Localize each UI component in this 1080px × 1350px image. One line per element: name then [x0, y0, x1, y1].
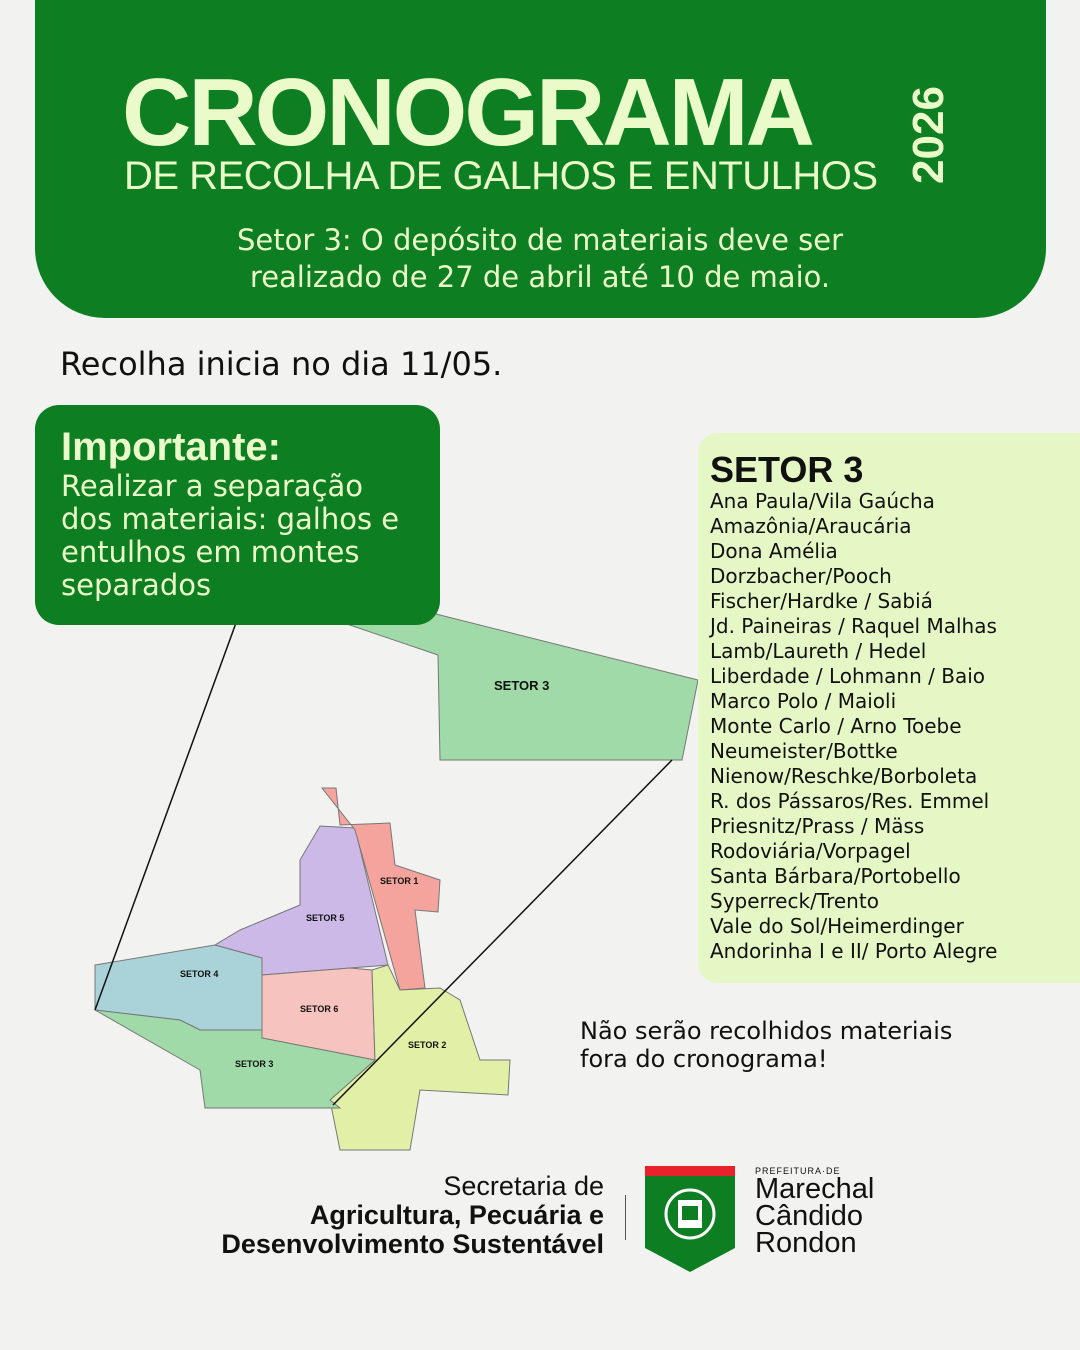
- neighborhood-item: Dorzbacher/Pooch: [710, 564, 892, 588]
- sec-line-1: Secretaria de: [443, 1171, 604, 1201]
- neighborhood-list: Ana Paula/Vila Gaúcha Amazônia/Araucária D…: [710, 489, 1068, 964]
- header-banner: [35, 0, 1046, 318]
- neighborhood-item: Fischer/Hardke / Sabiá: [710, 589, 933, 613]
- sector-panel: SETOR 3 Ana Paula/Vila Gaúcha Amazônia/Ar…: [698, 433, 1080, 983]
- sec-line-2: Agricultura, Pecuária e: [309, 1200, 604, 1230]
- sec-line-3: Desenvolvimento Sustentável: [221, 1229, 604, 1259]
- page-title: CRONOGRAMA: [122, 59, 815, 166]
- neighborhood-item: Neumeister/Bottke: [710, 739, 898, 763]
- map-setor1: [320, 787, 441, 991]
- pref-line-2: Cândido: [755, 1200, 864, 1232]
- neighborhood-item: Syperreck/Trento: [710, 889, 879, 913]
- map-label-setor3: SETOR 3: [235, 1059, 273, 1069]
- neighborhood-item: Jd. Paineiras / Raquel Malhas: [710, 614, 997, 638]
- prefeitura-logo-text: PREFEITURA·DE Marechal Cândido Rondon: [755, 1166, 875, 1259]
- neighborhood-item: Dona Amélia: [710, 539, 838, 563]
- sector-title: SETOR 3: [710, 449, 864, 490]
- neighborhood-item: Nienow/Reschke/Borboleta: [710, 764, 978, 788]
- map-label-setor5: SETOR 5: [306, 913, 344, 923]
- important-title: Importante:: [61, 425, 281, 469]
- start-note: Recolha inicia no dia 11/05.: [60, 345, 503, 383]
- warning-line-1: Não serão recolhidos materiais: [580, 1017, 953, 1045]
- pref-line-3: Rondon: [755, 1227, 857, 1259]
- pref-line-1: Marechal: [755, 1173, 875, 1205]
- secretaria-logo-text: Secretaria de Agricultura, Pecuária e De…: [221, 1172, 604, 1259]
- important-text: Realizar a separação dos materiais: galh…: [61, 469, 400, 602]
- neighborhood-item: Andorinha I e II/ Porto Alegre: [710, 939, 998, 963]
- map-label-setor1: SETOR 1: [380, 876, 418, 886]
- neighborhood-item: Ana Paula/Vila Gaúcha: [710, 489, 935, 513]
- neighborhood-item: Priesnitz/Prass / Mäss: [710, 814, 925, 838]
- sector-map: SETOR 3 SETOR 1 SETOR 5 SETOR 4 SETOR 6 …: [94, 585, 699, 1151]
- neighborhood-item: Vale do Sol/Heimerdinger: [710, 914, 964, 938]
- neighborhood-item: Lamb/Laureth / Hedel: [710, 639, 927, 663]
- year-label: 2026: [903, 86, 953, 184]
- warning-text: Não serão recolhidos materiais fora do c…: [580, 1017, 952, 1073]
- coat-of-arms-icon: [645, 1166, 735, 1272]
- map-label-setor6: SETOR 6: [300, 1004, 338, 1014]
- map-label-setor4: SETOR 4: [180, 969, 218, 979]
- neighborhood-item: Rodoviária/Vorpagel: [710, 839, 911, 863]
- period-text: Setor 3: O depósito de materiais deve se…: [0, 222, 1080, 296]
- neighborhood-item: R. dos Pássaros/Res. Emmel: [710, 789, 990, 813]
- pref-small: PREFEITURA·DE: [755, 1166, 841, 1176]
- period-line-1: Setor 3: O depósito de materiais deve se…: [236, 223, 844, 257]
- neighborhood-item: Amazônia/Araucária: [710, 514, 912, 538]
- map-label-setor2: SETOR 2: [408, 1040, 446, 1050]
- footer-divider: [625, 1195, 626, 1240]
- neighborhood-item: Santa Bárbara/Portobello: [710, 864, 961, 888]
- neighborhood-item: Marco Polo / Maioli: [710, 689, 897, 713]
- period-line-2: realizado de 27 de abril até 10 de maio.: [249, 260, 831, 294]
- neighborhood-item: Liberdade / Lohmann / Baio: [710, 664, 985, 688]
- page-subtitle: DE RECOLHA DE GALHOS E ENTULHOS: [124, 154, 878, 198]
- warning-line-2: fora do cronograma!: [580, 1045, 828, 1073]
- neighborhood-item: Monte Carlo / Arno Toebe: [710, 714, 962, 738]
- map-label-inset: SETOR 3: [494, 678, 549, 693]
- important-box: Importante: Realizar a separação dos mat…: [35, 405, 440, 625]
- map-setor3: [94, 1009, 377, 1109]
